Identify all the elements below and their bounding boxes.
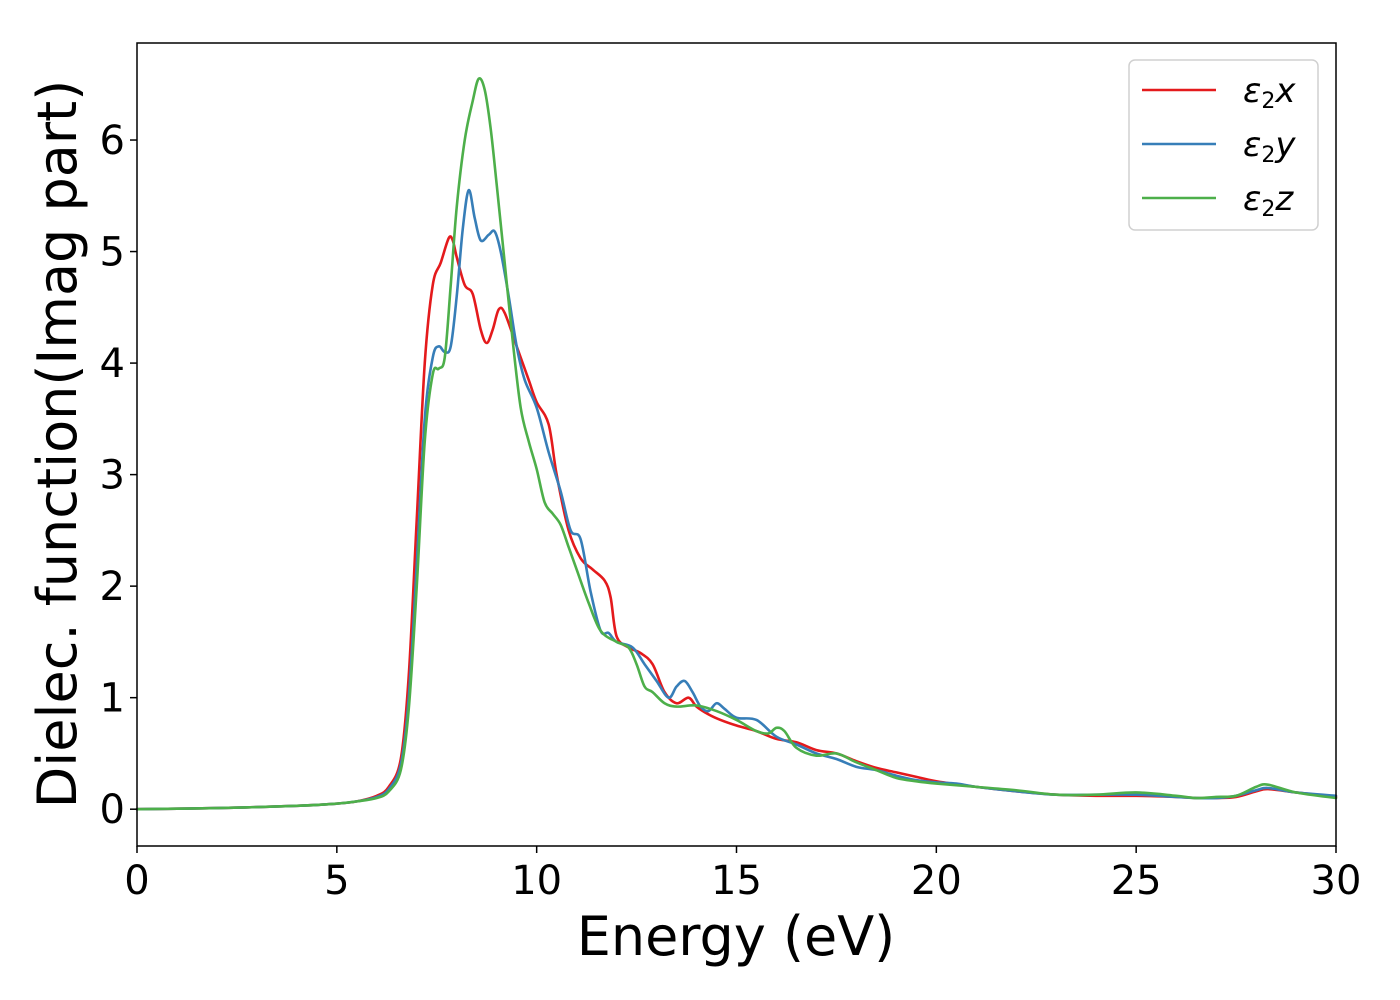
legend-box (1128, 59, 1319, 231)
x-axis: 0 5 10 15 20 25 30 (124, 846, 1361, 904)
y-axis-title: Dielec. function(Imag part) (26, 80, 89, 809)
y-tick-label: 6 (100, 118, 125, 164)
series-line-z (135, 76, 1338, 811)
x-tick-label: 0 (124, 858, 149, 904)
legend-label-x: ε2x (1243, 71, 1296, 114)
y-axis: 0 1 2 3 4 5 6 (100, 118, 137, 833)
y-tick-label: 1 (100, 676, 125, 722)
legend-label-y: ε2y (1243, 125, 1296, 168)
x-tick-label: 10 (511, 858, 562, 904)
y-tick-label: 4 (100, 341, 125, 387)
x-axis-title: Energy (eV) (577, 905, 896, 968)
y-tick-label: 0 (100, 787, 125, 833)
x-tick-label: 5 (324, 858, 349, 904)
x-tick-label: 20 (911, 858, 962, 904)
legend: ε2x ε2y ε2z (1128, 59, 1319, 231)
legend-label-z: ε2z (1243, 179, 1294, 222)
x-tick-label: 30 (1311, 858, 1362, 904)
x-tick-label: 25 (1111, 858, 1162, 904)
x-tick-label: 15 (711, 858, 762, 904)
series-layer (135, 76, 1338, 811)
y-tick-label: 3 (100, 453, 125, 499)
y-tick-label: 2 (100, 564, 125, 610)
y-tick-label: 5 (100, 230, 125, 276)
